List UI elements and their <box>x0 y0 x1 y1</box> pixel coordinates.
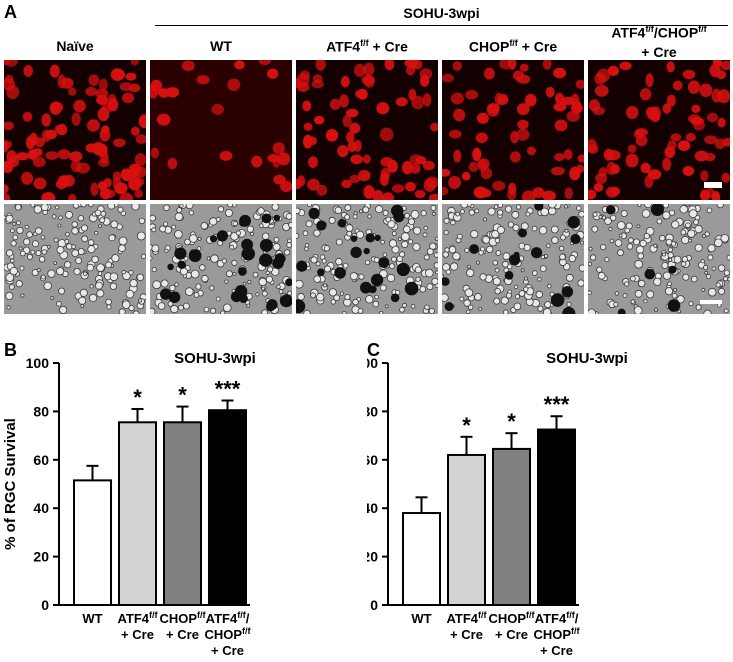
y-tick-label: 40 <box>33 500 49 516</box>
y-tick-label: 20 <box>33 549 49 565</box>
axon-micrograph <box>588 204 730 314</box>
group-header-rule <box>155 25 728 26</box>
bar <box>402 512 441 606</box>
y-tick-label: 60 <box>33 452 49 468</box>
axon-micrograph <box>296 204 438 314</box>
category-label: + Cre <box>540 643 573 658</box>
column-header-naive: Naïve <box>56 38 94 54</box>
column-header-chop: CHOPf/f + Cre <box>468 38 558 55</box>
scale-bar <box>704 182 722 188</box>
category-label: ATF4f/f <box>446 610 487 626</box>
rgc-micrograph <box>296 60 438 200</box>
significance-label: * <box>462 413 471 438</box>
bar <box>118 421 157 607</box>
category-label: CHOPf/f <box>533 626 580 642</box>
y-tick-label: 80 <box>367 403 378 419</box>
bar <box>537 428 576 606</box>
rgc-micrograph <box>588 60 730 200</box>
axon-micrograph <box>4 204 146 314</box>
category-label: + Cre <box>450 627 483 642</box>
category-label: ATF4f/f/ <box>206 610 250 626</box>
panel-c-letter: C <box>367 340 380 360</box>
category-label: ATF4f/f/ <box>535 610 579 626</box>
rgc-micrograph <box>442 60 584 200</box>
bar <box>73 479 112 606</box>
bar <box>163 421 202 607</box>
chart-c-title: SOHU-3wpi <box>546 350 628 367</box>
bar <box>492 447 531 606</box>
axon-micrograph <box>442 204 584 314</box>
bar <box>447 453 486 606</box>
significance-label: * <box>178 383 187 408</box>
significance-label: *** <box>544 392 570 417</box>
category-label: + Cre <box>495 627 528 642</box>
category-label: + Cre <box>166 627 199 642</box>
rgc-micrograph <box>150 60 292 200</box>
panel-a-letter: A <box>4 2 17 22</box>
category-label: CHOPf/f <box>488 610 535 626</box>
category-label: WT <box>82 611 102 626</box>
column-header-wt: WT <box>210 38 232 54</box>
scale-bar <box>700 300 722 304</box>
category-label: CHOPf/f <box>159 610 206 626</box>
y-tick-label: 40 <box>367 500 378 516</box>
bar <box>208 409 247 606</box>
axon-micrograph <box>150 204 292 314</box>
significance-label: *** <box>215 377 241 402</box>
y-tick-label: 100 <box>26 355 50 371</box>
y-tick-label: 0 <box>370 597 378 613</box>
category-label: + Cre <box>211 643 244 658</box>
category-label: WT <box>411 611 431 626</box>
rgc-micrograph <box>4 60 146 200</box>
chart-b-title: SOHU-3wpi <box>174 350 256 367</box>
y-tick-label: 60 <box>367 452 378 468</box>
category-label: CHOPf/f <box>204 626 251 642</box>
group-header: SOHU-3wpi <box>403 5 480 21</box>
y-tick-label: 100 <box>367 355 378 371</box>
column-header-atf4: ATF4f/f + Cre <box>326 38 408 55</box>
y-tick-label: 20 <box>367 549 378 565</box>
category-label: + Cre <box>121 627 154 642</box>
y-tick-label: 0 <box>41 597 49 613</box>
y-tick-label: 80 <box>33 403 49 419</box>
y-axis-label: % of RGC Survival <box>2 418 19 550</box>
category-label: ATF4f/f <box>117 610 158 626</box>
significance-label: * <box>133 385 142 410</box>
significance-label: * <box>507 409 516 434</box>
panel-b-letter: B <box>4 340 17 360</box>
column-header-double: ATF4f/f/CHOPf/f + Cre <box>611 24 707 60</box>
